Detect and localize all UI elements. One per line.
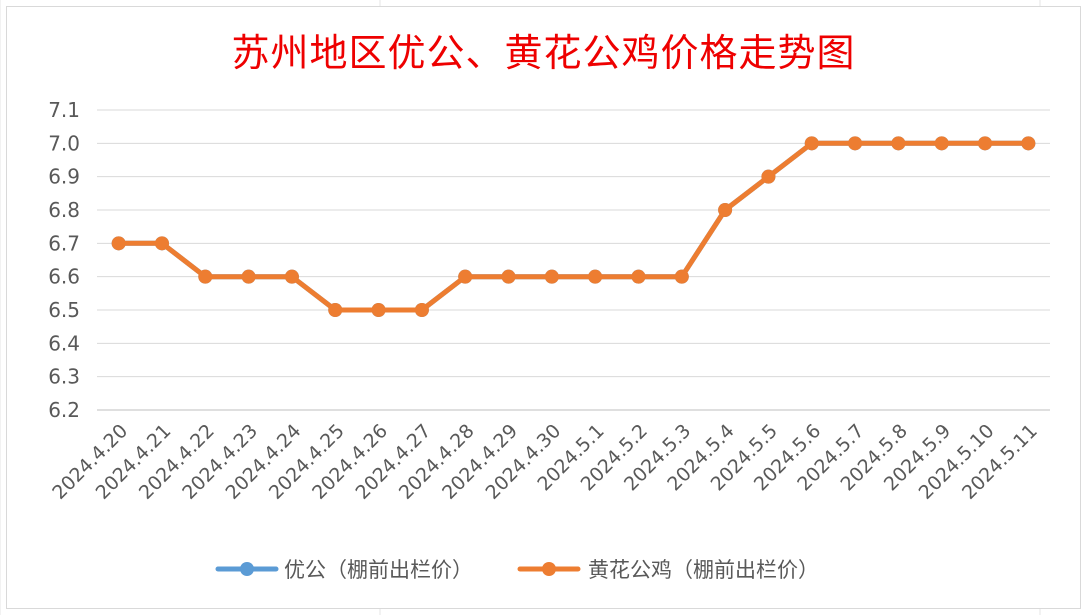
data-point: [371, 303, 386, 317]
y-tick-label: 6.8: [48, 198, 80, 222]
y-tick-label: 7.1: [48, 98, 80, 122]
data-point: [891, 136, 906, 151]
y-tick-label: 6.9: [48, 165, 80, 189]
data-point: [848, 136, 863, 151]
data-point: [761, 169, 776, 184]
y-tick-label: 6.6: [48, 265, 80, 289]
series-line: [116, 140, 1031, 313]
legend-item-2: 黄花公鸡（棚前出栏价）: [517, 558, 819, 582]
legend-label: 优公（棚前出栏价）: [284, 558, 473, 582]
data-point: [198, 269, 213, 284]
data-point: [804, 136, 819, 151]
data-point: [241, 269, 256, 284]
legend-item-1: 优公（棚前出栏价）: [215, 558, 473, 582]
data-point: [414, 303, 429, 317]
data-point: [284, 269, 299, 284]
series-line: [116, 140, 1031, 313]
data-point: [718, 203, 733, 217]
y-tick-label: 6.4: [48, 331, 80, 355]
y-tick-label: 6.5: [48, 298, 80, 322]
y-tick-label: 7.0: [48, 131, 80, 155]
data-point: [631, 269, 646, 284]
data-point: [328, 303, 343, 317]
series-1: [111, 136, 1036, 317]
data-point: [1021, 136, 1036, 151]
chart-title: 苏州地区优公、黄花公鸡价格走势图: [231, 31, 856, 75]
data-point: [458, 269, 473, 284]
y-tick-label: 6.7: [48, 231, 80, 255]
y-tick-label: 6.2: [48, 398, 80, 422]
data-point: [111, 236, 126, 251]
legend-swatch-marker: [542, 562, 556, 576]
data-point: [934, 136, 949, 151]
data-point: [501, 269, 516, 284]
legend-swatch-marker: [240, 562, 254, 576]
data-point: [674, 269, 689, 284]
data-point: [588, 269, 603, 284]
data-point: [154, 236, 169, 251]
y-tick-label: 6.3: [48, 365, 80, 389]
data-point: [544, 269, 559, 284]
data-point: [978, 136, 993, 151]
series-2: [111, 136, 1036, 317]
chart-area[interactable]: [6, 6, 1081, 609]
legend-label: 黄花公鸡（棚前出栏价）: [588, 558, 819, 582]
